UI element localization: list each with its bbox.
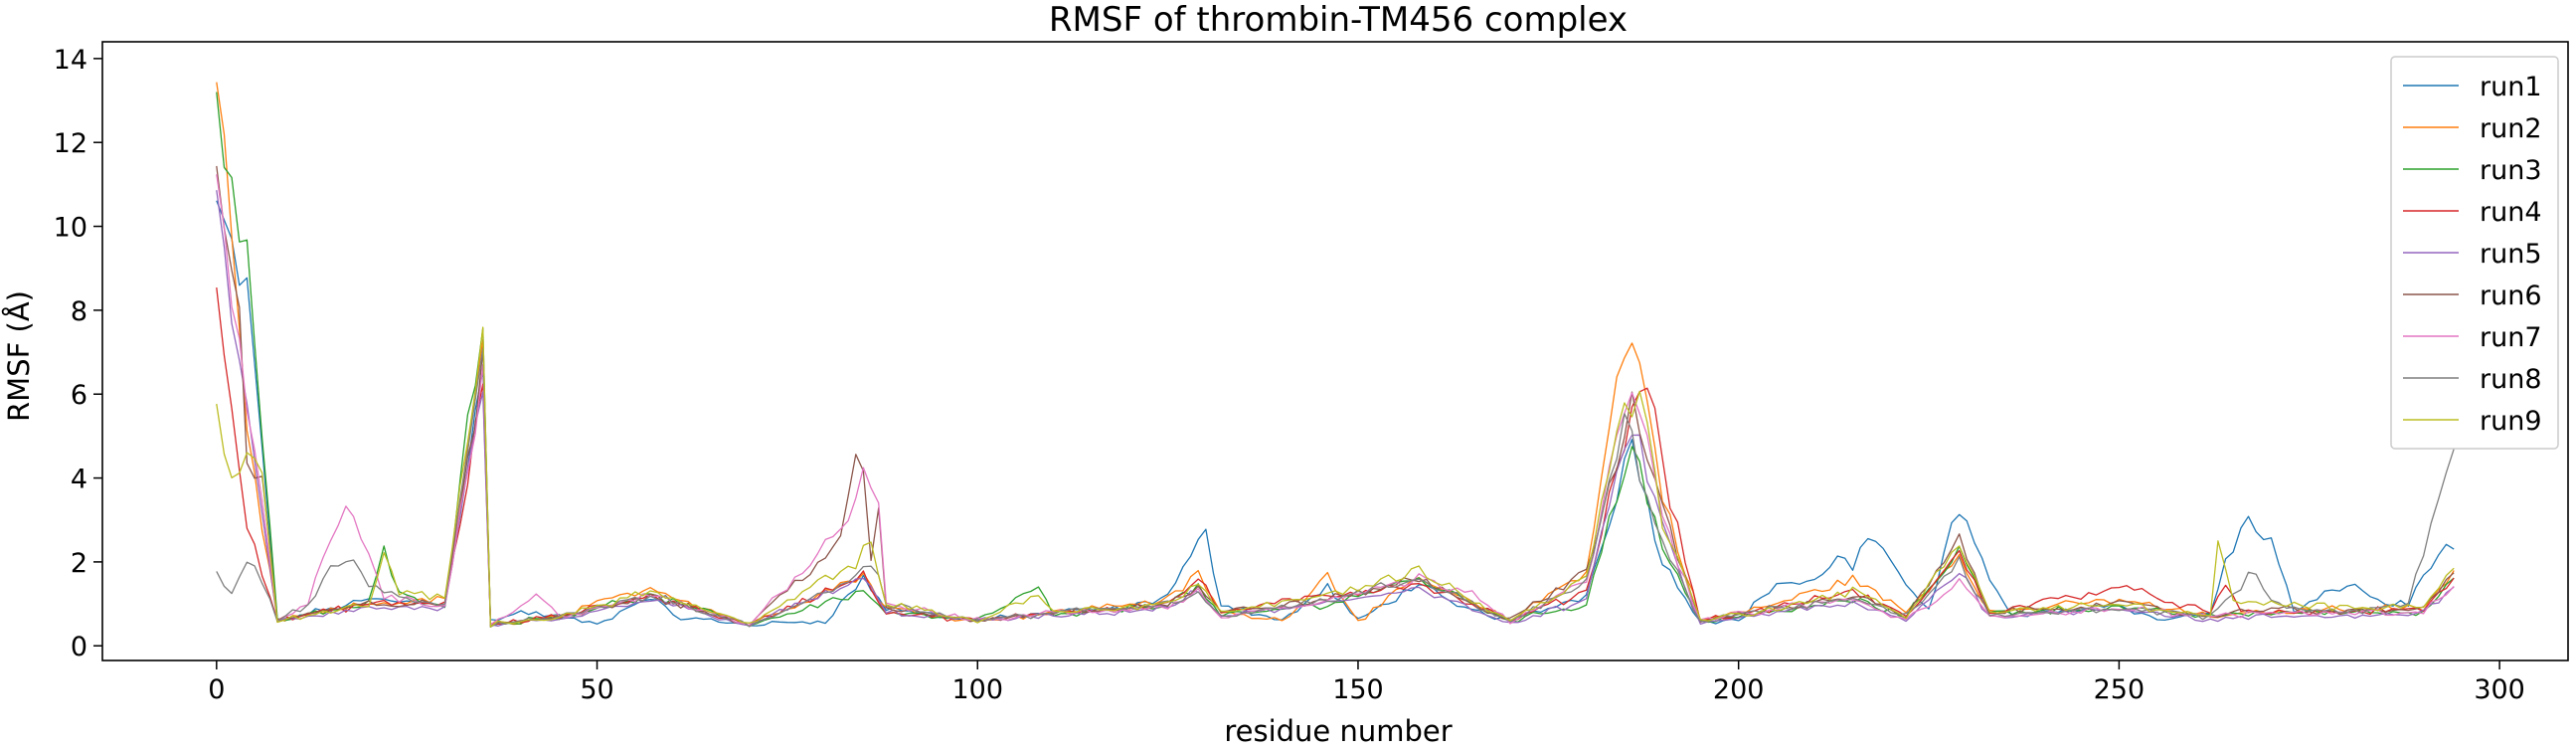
y-tick-label: 6: [71, 380, 87, 411]
series-line-run5: [216, 190, 2455, 627]
series-line-run4: [216, 287, 2455, 627]
legend-label-run1: run1: [2480, 72, 2542, 102]
legend-label-run3: run3: [2480, 155, 2542, 186]
plot-frame: [101, 41, 2569, 661]
legend-label-run7: run7: [2480, 322, 2542, 353]
legend-label-run2: run2: [2480, 113, 2542, 144]
series-line-run2: [216, 82, 2455, 627]
x-tick-label: 250: [2094, 674, 2146, 705]
x-tick-label: 300: [2474, 674, 2525, 705]
series-line-run8: [216, 347, 2455, 628]
chart-title: RMSF of thrombin-TM456 complex: [1049, 0, 1628, 40]
series-line-run3: [216, 92, 2455, 628]
series-line-run9: [216, 326, 2455, 628]
series-layer: [216, 82, 2455, 628]
y-tick-label: 14: [54, 45, 87, 76]
legend-label-run6: run6: [2480, 281, 2542, 311]
y-tick-label: 10: [54, 213, 87, 244]
y-tick-label: 12: [54, 128, 87, 159]
legend-label-run9: run9: [2480, 406, 2542, 437]
x-axis-label: residue number: [1224, 714, 1452, 748]
series-line-run1: [216, 200, 2455, 627]
x-tick-label: 200: [1713, 674, 1765, 705]
series-line-run6: [216, 165, 2455, 628]
y-tick-label: 0: [71, 632, 87, 662]
x-tick-label: 100: [951, 674, 1003, 705]
legend: run1 run2 run3 run4 run5 run6 run7 run8 run9: [2390, 56, 2559, 450]
legend-label-run4: run4: [2480, 197, 2542, 228]
legend-label-run8: run8: [2480, 364, 2542, 395]
axis-ticks: 0 50 100 150 200 250 300 0 2 4 6 8 10 12 14: [54, 45, 2525, 705]
y-tick-label: 8: [71, 296, 87, 327]
legend-box: [2390, 56, 2559, 450]
y-tick-label: 4: [71, 465, 87, 495]
series-line-run7: [216, 174, 2455, 627]
y-tick-label: 2: [71, 548, 87, 579]
x-tick-label: 50: [580, 674, 613, 705]
x-tick-label: 150: [1332, 674, 1384, 705]
legend-label-run5: run5: [2480, 239, 2542, 270]
y-axis-label: RMSF (Å): [2, 290, 36, 422]
x-tick-label: 0: [208, 674, 225, 705]
